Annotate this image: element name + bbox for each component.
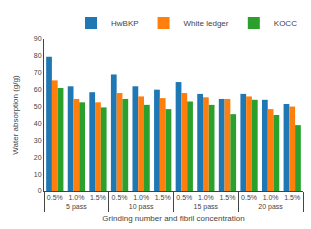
svg-text:1.5%: 1.5%: [155, 194, 171, 201]
svg-text:1.0%: 1.0%: [263, 194, 279, 201]
svg-text:30: 30: [34, 137, 42, 144]
svg-text:10: 10: [34, 171, 42, 178]
svg-text:70: 70: [34, 69, 42, 76]
svg-text:1.5%: 1.5%: [219, 194, 235, 201]
svg-text:20: 20: [34, 154, 42, 161]
svg-text:Grinding number and fibril con: Grinding number and fibril concentration: [102, 214, 244, 223]
svg-text:0: 0: [38, 187, 42, 194]
svg-text:HwBKP: HwBKP: [111, 19, 139, 28]
svg-text:Water absorption (g/g): Water absorption (g/g): [11, 75, 20, 155]
svg-text:5 pass: 5 pass: [66, 203, 87, 211]
svg-text:20 pass: 20 pass: [258, 203, 283, 211]
svg-text:KOCC: KOCC: [274, 19, 297, 28]
svg-text:90: 90: [34, 35, 42, 42]
svg-text:1.0%: 1.0%: [68, 194, 84, 201]
svg-text:50: 50: [34, 103, 42, 110]
svg-text:1.5%: 1.5%: [90, 194, 106, 201]
svg-text:1.5%: 1.5%: [284, 194, 300, 201]
svg-text:0.5%: 0.5%: [47, 194, 63, 201]
svg-text:80: 80: [34, 52, 42, 59]
svg-text:0.5%: 0.5%: [112, 194, 128, 201]
svg-text:15 pass: 15 pass: [194, 203, 219, 211]
svg-text:60: 60: [34, 86, 42, 93]
svg-text:1.0%: 1.0%: [198, 194, 214, 201]
svg-text:10 pass: 10 pass: [129, 203, 154, 211]
svg-text:1.0%: 1.0%: [133, 194, 149, 201]
svg-text:White ledger: White ledger: [184, 19, 229, 28]
svg-text:40: 40: [34, 120, 42, 127]
svg-text:0.5%: 0.5%: [176, 194, 192, 201]
svg-text:0.5%: 0.5%: [241, 194, 257, 201]
